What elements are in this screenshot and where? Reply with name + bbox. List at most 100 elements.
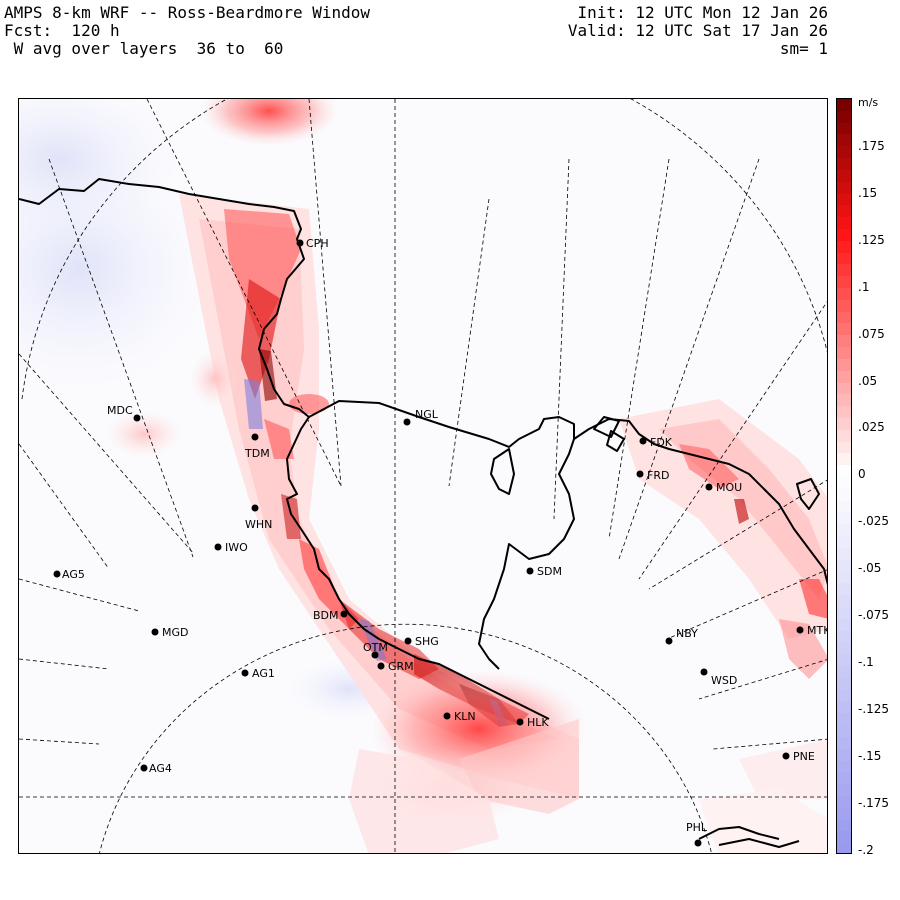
w-field-shading bbox=[19, 99, 827, 853]
station-AG1: AG1 bbox=[241, 667, 275, 680]
colorbar-swatch bbox=[837, 571, 851, 585]
colorbar-swatch bbox=[837, 512, 851, 526]
colorbar-swatch bbox=[837, 677, 851, 691]
colorbar-tick-label: .05 bbox=[858, 373, 878, 388]
colorbar-tick-label: .075 bbox=[858, 326, 885, 341]
station-label: AG5 bbox=[62, 568, 85, 581]
colorbar-swatch bbox=[837, 843, 851, 853]
station-KLN: KLN bbox=[443, 710, 476, 723]
colorbar-swatch bbox=[837, 618, 851, 632]
station-IWO: IWO bbox=[214, 541, 248, 554]
station-label: SDM bbox=[537, 565, 562, 578]
header-left: AMPS 8-km WRF -- Ross-Beardmore Window Fc… bbox=[4, 4, 370, 58]
station-label: MOU bbox=[716, 481, 742, 494]
init-time: Init: 12 UTC Mon 12 Jan 26 bbox=[577, 3, 828, 22]
colorbar-swatch bbox=[837, 736, 851, 750]
valid-time: Valid: 12 UTC Sat 17 Jan 26 bbox=[567, 21, 828, 40]
colorbar-swatch bbox=[837, 784, 851, 797]
colorbar-swatch bbox=[837, 299, 851, 313]
colorbar-swatch bbox=[837, 288, 851, 301]
colorbar-swatch bbox=[837, 583, 851, 597]
colorbar-swatch bbox=[837, 488, 851, 502]
colorbar-swatch bbox=[837, 559, 851, 573]
colorbar-tick-label: .1 bbox=[858, 279, 870, 294]
station-NBY: NBY bbox=[665, 627, 698, 645]
station-label: WHN bbox=[245, 518, 272, 531]
colorbar-swatch bbox=[837, 394, 851, 408]
colorbar-swatch bbox=[837, 370, 851, 384]
colorbar-tick-label: -.2 bbox=[858, 842, 874, 857]
colorbar-swatch bbox=[837, 465, 851, 478]
station-label: IWO bbox=[225, 541, 248, 554]
colorbar-swatch bbox=[837, 760, 851, 774]
station-label: MTK bbox=[807, 624, 828, 637]
station-TDM: TDM bbox=[244, 433, 270, 460]
station-label: NBY bbox=[676, 627, 698, 640]
colorbar-swatch bbox=[837, 264, 851, 278]
colorbar-swatch bbox=[837, 217, 851, 230]
station-SDM: SDM bbox=[526, 565, 562, 578]
station-NGL: NGL bbox=[403, 408, 439, 426]
colorbar-swatch bbox=[837, 701, 851, 715]
colorbar-swatch bbox=[837, 477, 851, 490]
station-label: CPH bbox=[306, 237, 329, 250]
station-CPH: CPH bbox=[296, 237, 329, 250]
station-label: AG4 bbox=[149, 762, 172, 775]
colorbar-swatch bbox=[837, 725, 851, 738]
station-label: FRD bbox=[647, 469, 669, 482]
colorbar-unit: m/s bbox=[858, 96, 879, 109]
colorbar-tick-label: .125 bbox=[858, 232, 885, 247]
colorbar-swatch bbox=[837, 228, 851, 242]
station-label: MDC bbox=[107, 404, 133, 417]
colorbar-swatch bbox=[837, 819, 851, 833]
station-label: GRM bbox=[388, 660, 414, 673]
colorbar-swatch bbox=[837, 441, 851, 455]
colorbar-swatch bbox=[837, 358, 851, 372]
station-MTK: MTK bbox=[796, 624, 828, 637]
colorbar-tick-label: .175 bbox=[858, 139, 885, 153]
colorbar-swatch bbox=[837, 795, 851, 809]
station-markers: CPH MDC TDM NGL FDK FRD MOU WHN IWO AG5 … bbox=[53, 237, 828, 847]
station-label: HLK bbox=[527, 716, 549, 729]
colorbar-tick-label: 0 bbox=[858, 467, 866, 482]
colorbar-swatch bbox=[837, 323, 851, 337]
map-panel: CPH MDC TDM NGL FDK FRD MOU WHN IWO AG5 … bbox=[18, 98, 828, 854]
field-description: W avg over layers 36 to 60 bbox=[4, 39, 284, 58]
colorbar-swatch bbox=[837, 169, 851, 183]
colorbar-swatch bbox=[837, 347, 851, 360]
station-GRM: GRM bbox=[377, 660, 414, 673]
colorbar-swatch bbox=[837, 536, 851, 549]
colorbar-swatch bbox=[837, 122, 851, 136]
colorbar-swatch bbox=[837, 252, 851, 266]
colorbar-swatch bbox=[837, 417, 851, 431]
colorbar-swatch bbox=[837, 666, 851, 679]
station-AG4: AG4 bbox=[140, 762, 172, 775]
colorbar-swatch bbox=[837, 772, 851, 786]
station-label: NGL bbox=[415, 408, 439, 421]
colorbar-swatch bbox=[837, 547, 851, 561]
colorbar-swatch bbox=[837, 654, 851, 667]
colorbar-swatch bbox=[837, 807, 851, 821]
station-label: MGD bbox=[162, 626, 189, 639]
colorbar-tick-label: .15 bbox=[858, 185, 878, 200]
station-AG5: AG5 bbox=[53, 568, 85, 581]
coastline bbox=[19, 178, 827, 848]
station-label: BDM bbox=[313, 609, 339, 622]
colorbar bbox=[836, 98, 852, 854]
colorbar-swatch bbox=[837, 134, 851, 148]
colorbar-swatch bbox=[837, 240, 851, 254]
map-title: AMPS 8-km WRF -- Ross-Beardmore Window bbox=[4, 3, 371, 22]
station-OTM: OTM bbox=[363, 641, 388, 659]
colorbar-tick-label: -.125 bbox=[858, 701, 890, 716]
colorbar-tick-label: -.175 bbox=[858, 795, 890, 810]
colorbar-swatch bbox=[837, 748, 851, 762]
station-label: KLN bbox=[454, 710, 476, 723]
lat-lon-grid bbox=[19, 99, 827, 853]
station-HLK: HLK bbox=[516, 716, 549, 729]
colorbar-swatch bbox=[837, 205, 851, 219]
colorbar-swatch bbox=[837, 181, 851, 195]
map-canvas: CPH MDC TDM NGL FDK FRD MOU WHN IWO AG5 … bbox=[19, 99, 828, 853]
colorbar-tick-label: -.025 bbox=[858, 514, 890, 529]
station-PNE: PNE bbox=[782, 750, 815, 763]
header-right: Init: 12 UTC Mon 12 Jan 26 Valid: 12 UTC … bbox=[568, 4, 828, 58]
